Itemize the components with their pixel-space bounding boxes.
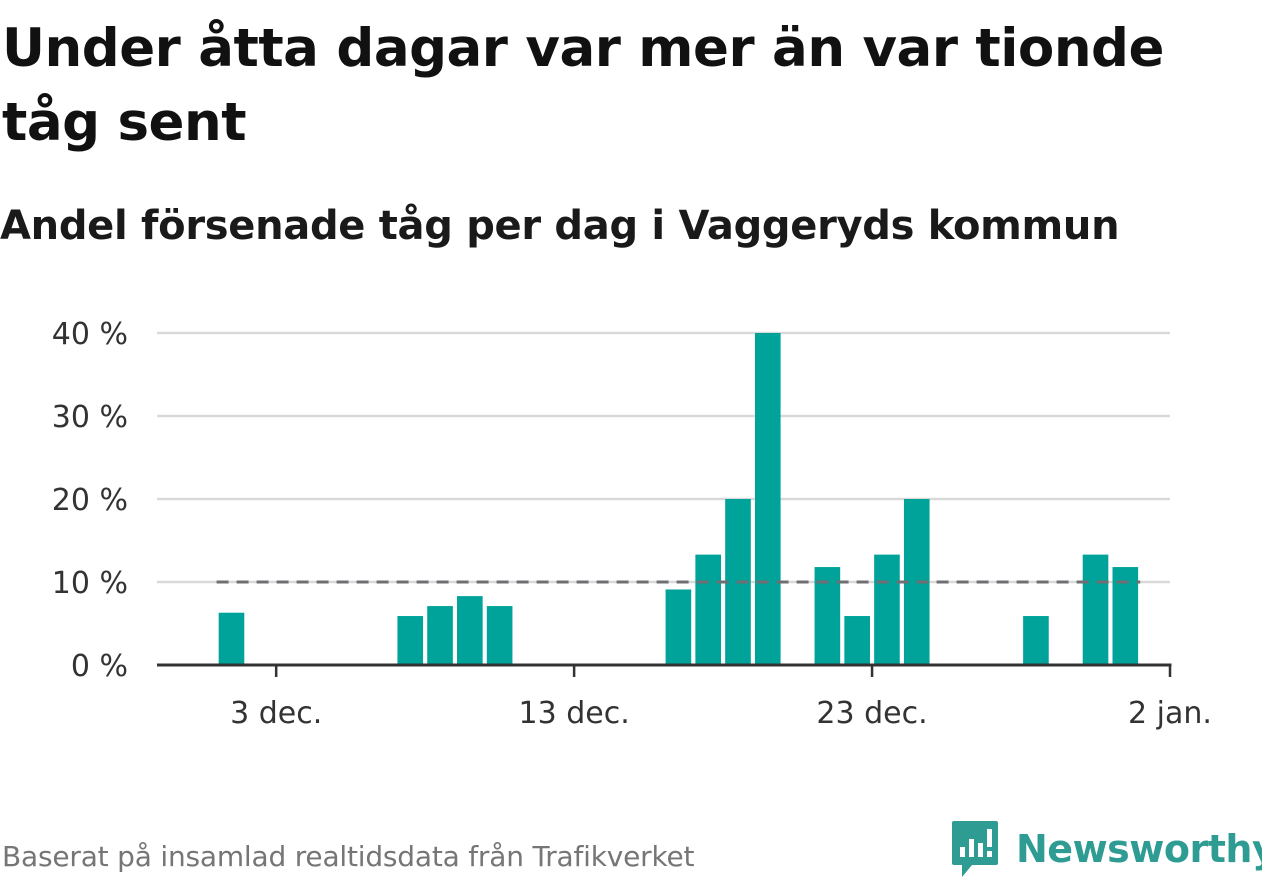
brand-name: Newsworthy xyxy=(1016,827,1262,871)
chart-subtitle: Andel försenade tåg per dag i Vaggeryds … xyxy=(0,203,1120,249)
brand-logo: Newsworthy xyxy=(950,818,1262,880)
bar-chart: 0 % 10 % 20 % 30 % 40 % 3 dec. 13 dec. 23 dec.… xyxy=(52,317,1212,731)
bar xyxy=(665,589,692,665)
y-axis-ticks: 0 % 10 % 20 % 30 % 40 % xyxy=(52,317,128,684)
bar xyxy=(457,596,483,665)
x-tick-label: 13 dec. xyxy=(518,696,629,731)
x-axis-ticks: 3 dec. 13 dec. 23 dec. 2 jan. xyxy=(230,665,1212,731)
x-tick-label: 2 jan. xyxy=(1128,696,1212,731)
bar xyxy=(754,333,781,665)
bar xyxy=(874,554,900,665)
x-tick-label: 23 dec. xyxy=(816,696,927,731)
chart-title: Under åtta dagar var mer än var tionde t… xyxy=(2,18,1164,153)
newsworthy-logo-icon xyxy=(952,821,998,877)
source-note: Baserat på insamlad realtidsdata från Tr… xyxy=(2,840,695,873)
y-tick-label: 0 % xyxy=(71,649,128,684)
y-tick-label: 40 % xyxy=(52,317,128,352)
y-tick-label: 30 % xyxy=(52,400,128,435)
bar xyxy=(1023,616,1049,665)
bar xyxy=(486,606,513,665)
x-tick-label: 3 dec. xyxy=(230,696,322,731)
bar xyxy=(844,616,870,665)
bar xyxy=(427,606,453,665)
y-tick-label: 20 % xyxy=(52,483,128,518)
bar xyxy=(1082,554,1109,665)
bar xyxy=(397,616,424,665)
bar xyxy=(695,554,722,665)
y-tick-label: 10 % xyxy=(52,566,128,601)
gridlines xyxy=(157,331,1170,584)
bar xyxy=(218,612,245,665)
